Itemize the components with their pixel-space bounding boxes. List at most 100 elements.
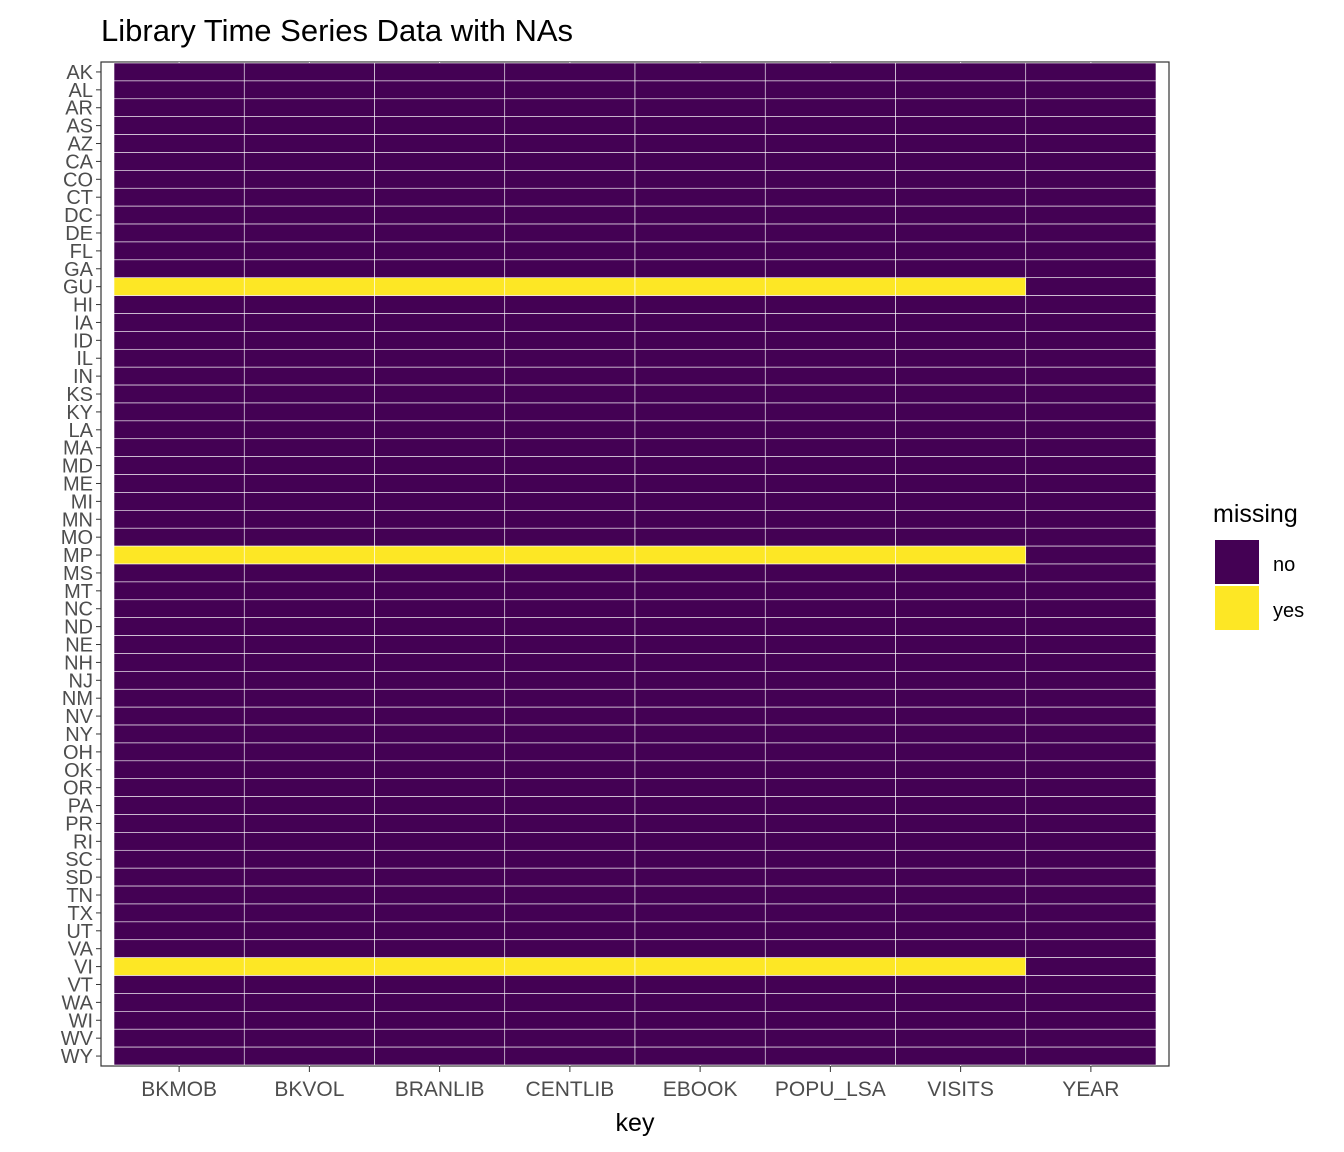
cell-id-centlib: [505, 331, 635, 349]
cell-fl-bkvol: [244, 242, 374, 260]
cell-al-ebook: [635, 81, 765, 99]
cell-tn-ebook: [635, 886, 765, 904]
cell-pr-branlib: [375, 815, 505, 833]
cell-ak-popu_lsa: [765, 63, 895, 81]
cell-mi-popu_lsa: [765, 492, 895, 510]
cell-ga-ebook: [635, 260, 765, 278]
cell-ga-visits: [896, 260, 1026, 278]
cell-wy-popu_lsa: [765, 1047, 895, 1065]
cell-ak-branlib: [375, 63, 505, 81]
cell-ri-bkvol: [244, 832, 374, 850]
cell-ny-year: [1026, 725, 1156, 743]
cell-co-branlib: [375, 170, 505, 188]
cell-ok-branlib: [375, 761, 505, 779]
cell-nc-centlib: [505, 600, 635, 618]
cell-vi-visits: [896, 958, 1026, 976]
cell-in-bkmob: [114, 367, 244, 385]
cell-mi-bkmob: [114, 492, 244, 510]
cell-ky-bkvol: [244, 403, 374, 421]
cell-mp-branlib: [375, 546, 505, 564]
cell-ms-popu_lsa: [765, 564, 895, 582]
cell-vt-ebook: [635, 976, 765, 994]
cell-pr-centlib: [505, 815, 635, 833]
x-tick-label: BKVOL: [274, 1078, 344, 1101]
cell-id-branlib: [375, 331, 505, 349]
cell-wy-year: [1026, 1047, 1156, 1065]
cell-wi-centlib: [505, 1011, 635, 1029]
legend: missing no yes: [1213, 500, 1304, 630]
cell-oh-bkvol: [244, 743, 374, 761]
cell-nj-popu_lsa: [765, 671, 895, 689]
cell-pr-popu_lsa: [765, 815, 895, 833]
cell-wa-ebook: [635, 993, 765, 1011]
cell-mo-ebook: [635, 528, 765, 546]
cell-wv-visits: [896, 1029, 1026, 1047]
cell-nh-branlib: [375, 653, 505, 671]
cell-wv-bkmob: [114, 1029, 244, 1047]
cell-ca-bkmob: [114, 152, 244, 170]
cell-az-visits: [896, 135, 1026, 153]
cell-dc-visits: [896, 206, 1026, 224]
cell-ia-bkvol: [244, 314, 374, 332]
cell-md-popu_lsa: [765, 457, 895, 475]
cell-gu-centlib: [505, 278, 635, 296]
x-tick-label: BRANLIB: [395, 1078, 485, 1101]
cell-me-centlib: [505, 475, 635, 493]
cell-oh-branlib: [375, 743, 505, 761]
cell-ky-bkmob: [114, 403, 244, 421]
cell-md-ebook: [635, 457, 765, 475]
cell-la-year: [1026, 421, 1156, 439]
cell-az-popu_lsa: [765, 135, 895, 153]
cell-mo-popu_lsa: [765, 528, 895, 546]
cell-ca-branlib: [375, 152, 505, 170]
cell-wa-popu_lsa: [765, 993, 895, 1011]
cell-me-ebook: [635, 475, 765, 493]
cell-al-centlib: [505, 81, 635, 99]
cell-ok-year: [1026, 761, 1156, 779]
cell-nv-bkmob: [114, 707, 244, 725]
cell-al-popu_lsa: [765, 81, 895, 99]
cell-ky-ebook: [635, 403, 765, 421]
cell-md-bkmob: [114, 457, 244, 475]
cell-sd-year: [1026, 868, 1156, 886]
cell-va-visits: [896, 940, 1026, 958]
cell-nh-bkmob: [114, 653, 244, 671]
cell-md-bkvol: [244, 457, 374, 475]
cell-ks-visits: [896, 385, 1026, 403]
cell-pa-year: [1026, 797, 1156, 815]
cell-mi-branlib: [375, 492, 505, 510]
cell-nc-bkvol: [244, 600, 374, 618]
cell-nv-year: [1026, 707, 1156, 725]
cell-hi-year: [1026, 296, 1156, 314]
cell-ar-centlib: [505, 99, 635, 117]
cell-ne-ebook: [635, 636, 765, 654]
cell-hi-branlib: [375, 296, 505, 314]
cell-nh-popu_lsa: [765, 653, 895, 671]
cell-wi-bkmob: [114, 1011, 244, 1029]
cell-nh-ebook: [635, 653, 765, 671]
cell-gu-year: [1026, 278, 1156, 296]
cell-tn-branlib: [375, 886, 505, 904]
cell-ct-ebook: [635, 188, 765, 206]
cell-me-visits: [896, 475, 1026, 493]
cell-tx-popu_lsa: [765, 904, 895, 922]
cell-mo-bkmob: [114, 528, 244, 546]
cell-nv-centlib: [505, 707, 635, 725]
cell-sd-centlib: [505, 868, 635, 886]
cell-tn-visits: [896, 886, 1026, 904]
cell-nv-bkvol: [244, 707, 374, 725]
cell-va-year: [1026, 940, 1156, 958]
cell-wa-bkmob: [114, 993, 244, 1011]
x-tick-label: CENTLIB: [526, 1078, 615, 1101]
cell-al-visits: [896, 81, 1026, 99]
cell-nc-visits: [896, 600, 1026, 618]
cell-id-bkvol: [244, 331, 374, 349]
cell-id-ebook: [635, 331, 765, 349]
cell-sd-bkvol: [244, 868, 374, 886]
cell-wy-visits: [896, 1047, 1026, 1065]
cell-gu-bkvol: [244, 278, 374, 296]
cell-mt-branlib: [375, 582, 505, 600]
cell-va-bkvol: [244, 940, 374, 958]
cell-ia-ebook: [635, 314, 765, 332]
